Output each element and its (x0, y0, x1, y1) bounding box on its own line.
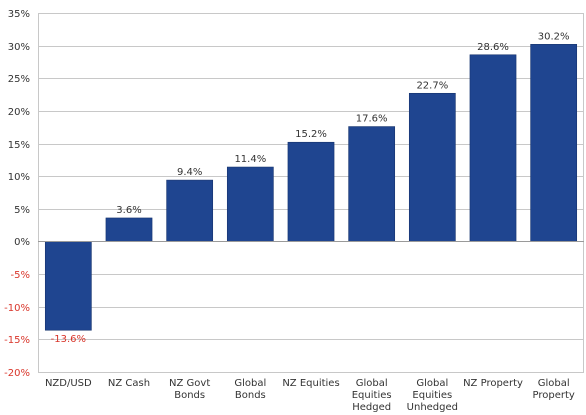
bar (106, 218, 152, 241)
bar (45, 241, 91, 330)
bar (409, 93, 455, 241)
x-axis: NZD/USD NZ Cash NZ Govt Bonds Global Bonds NZ … (45, 378, 575, 413)
category-label: Global Equities Unhedged (407, 378, 458, 413)
data-label: 22.7% (416, 80, 448, 91)
category-label: NZ Cash (108, 378, 150, 389)
category-label: NZD/USD (45, 378, 92, 389)
category-label: Global Bonds (234, 378, 266, 401)
y-tick-label: -20% (4, 368, 30, 379)
data-label: 30.2% (538, 31, 570, 42)
category-label: NZ Property (463, 378, 523, 389)
y-tick-label: 35% (8, 9, 30, 20)
bar (227, 167, 273, 241)
y-tick-label: -5% (11, 270, 30, 281)
y-tick-label: 15% (8, 140, 30, 151)
data-label: 28.6% (477, 42, 509, 53)
category-label: NZ Equities (282, 378, 339, 389)
y-tick-label: 10% (8, 172, 30, 183)
bar (531, 44, 577, 241)
y-tick-label: 20% (8, 107, 30, 118)
data-label: 17.6% (356, 114, 388, 125)
y-tick-label: 0% (14, 237, 30, 248)
bar (288, 142, 334, 241)
y-tick-label: -10% (4, 303, 30, 314)
bar (349, 127, 395, 242)
y-axis: 35% 30% 25% 20% 15% 10% 5% 0% -5% -10% -15% -20% (4, 9, 30, 379)
category-label: Global Equities Hedged (352, 378, 392, 413)
data-label: 9.4% (177, 167, 202, 178)
data-label: 15.2% (295, 129, 327, 140)
category-label: NZ Govt Bonds (169, 378, 210, 401)
data-label: 11.4% (234, 154, 266, 165)
y-tick-label: -15% (4, 335, 30, 346)
category-label: Global Property (533, 378, 575, 401)
y-tick-label: 5% (14, 205, 30, 216)
data-label: 3.6% (116, 205, 141, 216)
bar (470, 55, 516, 242)
y-tick-label: 25% (8, 74, 30, 85)
y-tick-label: 30% (8, 42, 30, 53)
data-label: -13.6% (51, 334, 86, 345)
bars (38, 44, 584, 330)
bar (167, 180, 213, 241)
